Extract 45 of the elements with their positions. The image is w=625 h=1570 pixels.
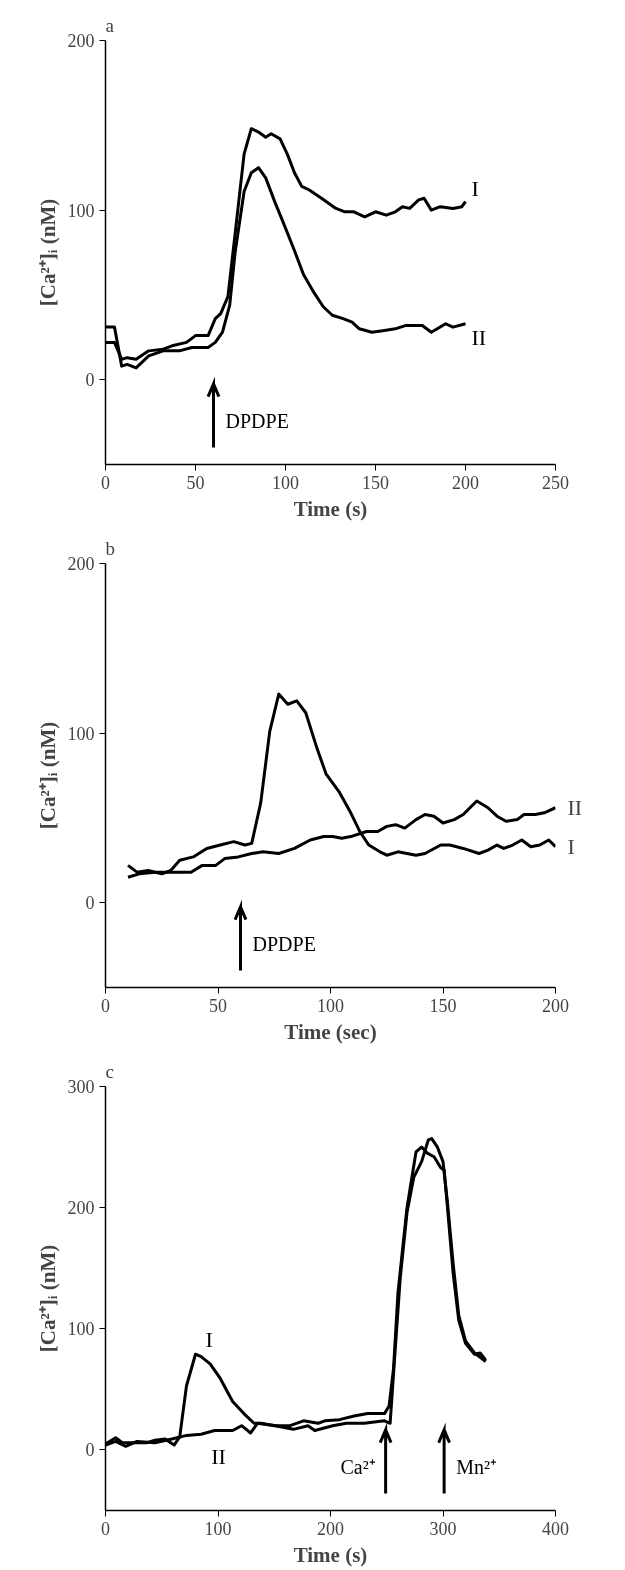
x-tick-label: 0 [101, 472, 110, 493]
series-label: II [567, 795, 583, 821]
y-tick-label: 200 [67, 554, 95, 574]
series-label: I [471, 175, 479, 201]
x-tick-label: 50 [186, 472, 205, 493]
y-tick-label: 100 [67, 1319, 95, 1340]
y-tick-label: 0 [85, 1440, 95, 1461]
y-axis-title: [Ca²⁺]ᵢ (nM) [35, 1244, 60, 1353]
y-tick-label: 300 [67, 1077, 95, 1097]
series-label: I [567, 834, 575, 860]
chart-title: b [105, 537, 115, 559]
ref-line-label: DPDPE [225, 409, 289, 432]
x-tick-label: 50 [209, 995, 227, 1016]
x-tick-label: 100 [317, 995, 344, 1016]
y-axis-title: [Ca²⁺]ᵢ (nM) [35, 198, 60, 307]
x-tick-label: 100 [272, 472, 299, 493]
x-tick-label: 300 [429, 1518, 457, 1539]
chart-title: a [105, 14, 115, 36]
x-tick-label: 150 [362, 472, 389, 493]
x-tick-label: 0 [101, 995, 110, 1016]
x-axis-title: Time (s) [293, 1542, 368, 1567]
series-label: II [471, 324, 487, 350]
x-tick-label: 100 [204, 1518, 232, 1539]
ref-line-label: Mn²⁺ [456, 1455, 497, 1478]
series-label: II [211, 1444, 226, 1470]
x-tick-label: 0 [101, 1518, 110, 1539]
y-tick-label: 100 [67, 200, 95, 221]
x-tick-label: 400 [542, 1518, 569, 1539]
x-axis-title: Time (s) [293, 496, 368, 521]
x-tick-label: 200 [317, 1518, 344, 1539]
chart-title: c [105, 1060, 114, 1082]
y-tick-label: 100 [67, 723, 95, 744]
x-tick-label: 150 [429, 995, 457, 1016]
y-tick-label: 200 [67, 31, 95, 51]
y-tick-label: 0 [85, 370, 95, 391]
x-tick-label: 200 [452, 472, 479, 493]
series-label: I [205, 1327, 213, 1353]
y-axis-title: [Ca²⁺]ᵢ (nM) [35, 721, 60, 830]
x-tick-label: 200 [542, 995, 569, 1016]
x-tick-label: 250 [542, 472, 569, 493]
y-tick-label: 0 [85, 893, 95, 914]
x-axis-title: Time (sec) [284, 1019, 377, 1044]
y-tick-label: 200 [67, 1198, 95, 1219]
ref-line-label: Ca²⁺ [340, 1455, 376, 1478]
ref-line-label: DPDPE [252, 932, 316, 955]
